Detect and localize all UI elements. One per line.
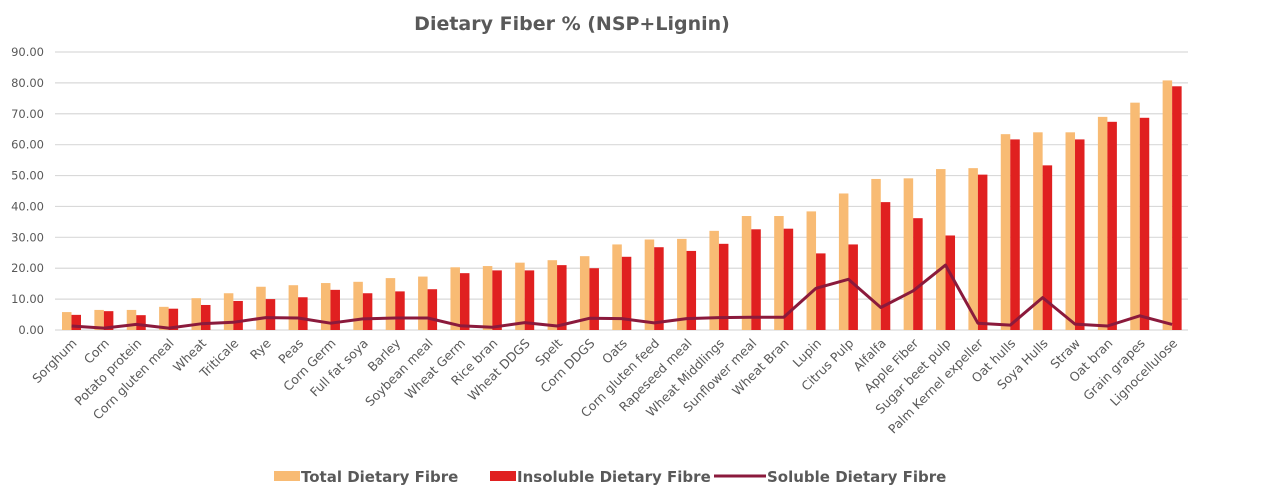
bar-total-dietary-fibre [644,239,655,330]
legend-swatch [490,471,516,481]
bar-total-dietary-fibre [1130,102,1140,330]
bar-insoluble-dietary-fibre [71,314,81,330]
bar-insoluble-dietary-fibre [783,228,794,330]
bar-insoluble-dietary-fibre [654,247,664,330]
bar-insoluble-dietary-fibre [848,244,858,330]
bar-total-dietary-fibre [871,178,881,330]
bar-total-dietary-fibre [579,256,590,330]
legend-label: Soluble Dietary Fibre [767,468,946,486]
bar-total-dietary-fibre [968,168,978,330]
bar-insoluble-dietary-fibre [1075,139,1085,330]
bar-insoluble-dietary-fibre [751,229,761,330]
bar-insoluble-dietary-fibre [977,174,988,330]
legend-swatch [274,471,300,481]
bar-insoluble-dietary-fibre [265,299,276,330]
bar-insoluble-dietary-fibre [880,202,891,330]
bar-total-dietary-fibre [515,262,525,330]
chart-title: Dietary Fiber % (NSP+Lignin) [414,13,730,35]
bar-insoluble-dietary-fibre [168,308,179,330]
bars [62,80,1182,330]
bar-total-dietary-fibre [903,178,914,330]
y-tick-label: 70.00 [11,107,44,121]
bar-insoluble-dietary-fibre [1042,165,1053,330]
bar-total-dietary-fibre [677,238,687,330]
bar-insoluble-dietary-fibre [103,311,114,330]
y-tick-label: 30.00 [11,230,44,244]
soluble-line [71,263,1173,330]
bar-insoluble-dietary-fibre [492,270,502,330]
bar-total-dietary-fibre [159,306,169,330]
bar-insoluble-dietary-fibre [395,291,405,330]
bar-insoluble-dietary-fibre [233,300,243,330]
bar-total-dietary-fibre [1065,132,1076,330]
bar-insoluble-dietary-fibre [621,256,632,330]
bar-total-dietary-fibre [1000,134,1011,330]
bar-insoluble-dietary-fibre [1139,117,1150,330]
gridlines [55,51,1188,331]
bar-total-dietary-fibre [1097,116,1108,330]
bar-insoluble-dietary-fibre [816,253,826,330]
bar-total-dietary-fibre [709,230,719,330]
bar-insoluble-dietary-fibre [1107,121,1117,330]
line-soluble-dietary-fibre [71,263,1173,330]
bar-insoluble-dietary-fibre [945,235,956,330]
y-tick-label: 20.00 [11,261,44,275]
bar-insoluble-dietary-fibre [913,218,923,330]
legend: Total Dietary Fibre Insoluble Dietary Fib… [274,468,946,486]
y-axis-ticks: 0.00 10.00 20.00 30.00 40.00 50.00 60.00 70.00 8… [11,45,44,337]
bar-total-dietary-fibre [547,260,558,330]
y-tick-label: 60.00 [11,138,44,152]
x-tick-label: Sorghum [29,336,80,387]
bar-total-dietary-fibre [1162,80,1173,330]
bar-insoluble-dietary-fibre [200,304,211,330]
bar-total-dietary-fibre [385,278,396,330]
bar-total-dietary-fibre [612,244,622,330]
bar-total-dietary-fibre [450,267,460,330]
bar-total-dietary-fibre [418,276,428,330]
bar-total-dietary-fibre [94,309,104,330]
bar-total-dietary-fibre [353,281,363,330]
bar-total-dietary-fibre [320,283,331,330]
bar-insoluble-dietary-fibre [298,297,308,330]
bar-insoluble-dietary-fibre [136,315,146,330]
bar-total-dietary-fibre [774,216,784,330]
bar-total-dietary-fibre [741,216,752,330]
bar-insoluble-dietary-fibre [718,243,729,330]
bar-total-dietary-fibre [256,286,266,330]
bar-total-dietary-fibre [126,309,137,330]
bar-total-dietary-fibre [1033,132,1043,330]
y-tick-label: 10.00 [11,292,44,306]
bar-total-dietary-fibre [223,293,234,330]
bar-insoluble-dietary-fibre [330,289,340,330]
bar-insoluble-dietary-fibre [362,293,373,330]
bar-total-dietary-fibre [806,211,817,330]
legend-label: Insoluble Dietary Fibre [517,468,711,486]
bar-insoluble-dietary-fibre [1172,86,1182,330]
bar-insoluble-dietary-fibre [557,265,567,330]
y-tick-label: 90.00 [11,45,44,59]
bar-insoluble-dietary-fibre [686,250,697,330]
bar-total-dietary-fibre [838,193,849,330]
bar-total-dietary-fibre [288,285,299,330]
bar-insoluble-dietary-fibre [1010,139,1020,330]
bar-total-dietary-fibre [936,169,946,330]
bar-total-dietary-fibre [482,266,493,330]
x-tick-label: Rye [247,335,274,362]
bar-insoluble-dietary-fibre [589,268,599,330]
bar-total-dietary-fibre [62,312,72,330]
bar-insoluble-dietary-fibre [524,270,535,330]
bar-total-dietary-fibre [191,298,201,330]
bar-insoluble-dietary-fibre [459,273,470,330]
y-tick-label: 40.00 [11,199,44,213]
y-tick-label: 80.00 [11,76,44,90]
y-tick-label: 0.00 [18,323,44,337]
legend-label: Total Dietary Fibre [301,468,458,486]
y-tick-label: 50.00 [11,169,44,183]
bar-insoluble-dietary-fibre [427,289,438,330]
